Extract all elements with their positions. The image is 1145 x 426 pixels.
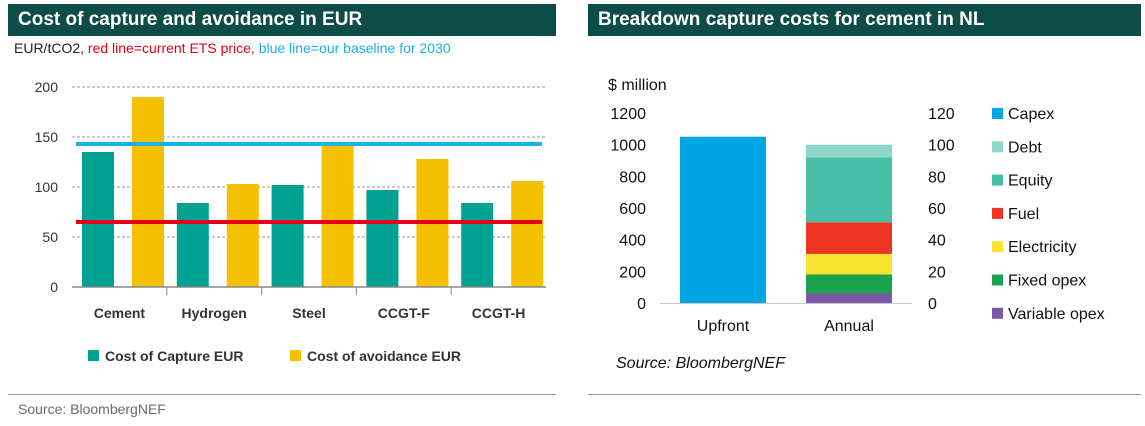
bar-capture bbox=[461, 203, 494, 287]
stack-segment-equity bbox=[806, 157, 892, 223]
right-y-tick-label: 0 bbox=[928, 296, 937, 313]
bar-avoidance bbox=[321, 145, 354, 287]
bar-avoidance bbox=[226, 184, 259, 287]
subtitle-blue-note: blue line=our baseline for 2030 bbox=[258, 40, 451, 56]
x-category-label: Cement bbox=[94, 305, 146, 321]
x-category-label: Annual bbox=[824, 318, 874, 335]
legend-swatch bbox=[992, 274, 1003, 286]
bar-capture bbox=[366, 190, 399, 287]
bar-capture bbox=[82, 152, 114, 287]
legend-label: Debt bbox=[1008, 139, 1042, 156]
legend-label: Equity bbox=[1008, 173, 1052, 190]
y-tick-label: 200 bbox=[35, 79, 59, 95]
y-tick-label: 0 bbox=[50, 279, 58, 295]
legend-label: Cost of Capture EUR bbox=[105, 348, 243, 364]
legend-swatch bbox=[88, 350, 99, 361]
left-y-tick-label: 0 bbox=[637, 296, 646, 313]
right-bottom-divider bbox=[588, 394, 1141, 395]
left-y-tick-label: 800 bbox=[619, 169, 646, 186]
subtitle-red-note: red line=current ETS price, bbox=[87, 40, 255, 56]
legend-label: Fixed opex bbox=[1008, 273, 1086, 290]
bar-capture bbox=[271, 185, 304, 287]
legend-label: Variable opex bbox=[1008, 306, 1105, 323]
x-category-label: Upfront bbox=[697, 318, 750, 335]
right-y-tick-label: 40 bbox=[928, 233, 946, 250]
subtitle-unit: EUR/tCO2, bbox=[14, 40, 85, 56]
legend-label: Capex bbox=[1008, 106, 1054, 123]
right-y-tick-label: 100 bbox=[928, 138, 955, 155]
stack-segment-variable-opex bbox=[806, 293, 892, 303]
left-source-note: Source: BloombergNEF bbox=[18, 401, 166, 417]
y-tick-label: 50 bbox=[42, 229, 58, 245]
right-y-tick-label: 60 bbox=[928, 201, 946, 218]
left-bottom-divider bbox=[8, 394, 556, 395]
right-y-tick-label: 80 bbox=[928, 169, 946, 186]
stack-segment-debt bbox=[806, 144, 892, 158]
legend-swatch bbox=[992, 174, 1003, 186]
x-category-label: Hydrogen bbox=[182, 305, 247, 321]
left-y-tick-label: 1000 bbox=[610, 138, 646, 155]
left-chart-subtitle: EUR/tCO2, red line=current ETS price, bl… bbox=[14, 40, 451, 56]
legend-swatch bbox=[290, 350, 301, 361]
legend-swatch bbox=[992, 241, 1003, 253]
legend-swatch bbox=[992, 108, 1003, 119]
legend-swatch bbox=[992, 207, 1003, 219]
x-category-label: CCGT-F bbox=[378, 305, 431, 321]
y-axis-title: $ million bbox=[608, 77, 667, 94]
left-y-tick-label: 600 bbox=[619, 201, 646, 218]
x-category-label: CCGT-H bbox=[472, 305, 526, 321]
legend-label: Electricity bbox=[1008, 239, 1076, 256]
y-tick-label: 100 bbox=[35, 179, 59, 195]
bar-capture bbox=[176, 203, 209, 287]
right-chart-title: Breakdown capture costs for cement in NL bbox=[588, 4, 1141, 36]
right-y-tick-label: 20 bbox=[928, 264, 946, 281]
y-tick-label: 150 bbox=[35, 129, 59, 145]
left-chart-title: Cost of capture and avoidance in EUR bbox=[8, 4, 556, 36]
legend-label: Fuel bbox=[1008, 206, 1039, 223]
stack-segment-fuel bbox=[806, 222, 892, 254]
right-y-tick-label: 120 bbox=[928, 106, 955, 123]
legend-swatch bbox=[992, 141, 1003, 153]
stack-segment-fixed-opex bbox=[806, 274, 892, 294]
bar-avoidance bbox=[132, 97, 164, 287]
legend-label: Cost of avoidance EUR bbox=[307, 348, 461, 364]
stack-segment-electricity bbox=[806, 253, 892, 275]
bar-avoidance bbox=[511, 181, 544, 287]
left-y-tick-label: 200 bbox=[619, 264, 646, 281]
left-y-tick-label: 1200 bbox=[610, 106, 646, 123]
left-y-tick-label: 400 bbox=[619, 233, 646, 250]
legend-swatch bbox=[992, 307, 1003, 319]
x-category-label: Steel bbox=[292, 305, 325, 321]
right-source-note: Source: BloombergNEF bbox=[616, 355, 785, 372]
stack-segment-capex bbox=[680, 136, 766, 303]
